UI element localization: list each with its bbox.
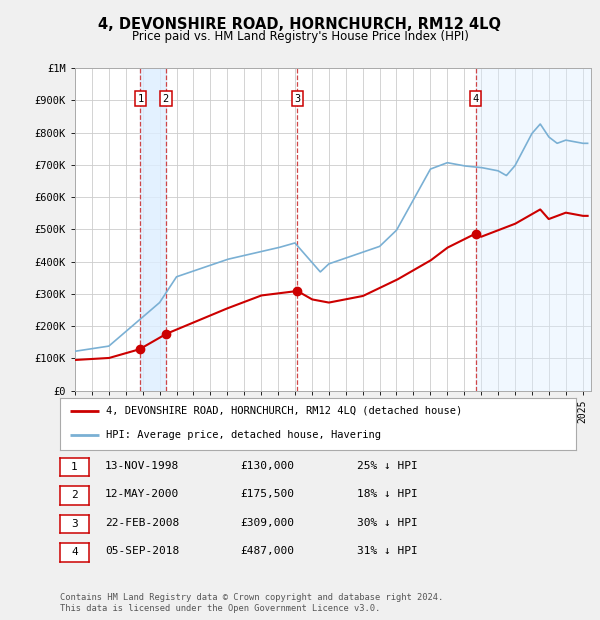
Text: 12-MAY-2000: 12-MAY-2000: [105, 489, 179, 499]
Text: 2: 2: [163, 94, 169, 104]
Text: £130,000: £130,000: [240, 461, 294, 471]
Text: 22-FEB-2008: 22-FEB-2008: [105, 518, 179, 528]
Text: £487,000: £487,000: [240, 546, 294, 556]
Text: HPI: Average price, detached house, Havering: HPI: Average price, detached house, Have…: [106, 430, 382, 440]
Text: 1: 1: [137, 94, 143, 104]
Text: Price paid vs. HM Land Registry's House Price Index (HPI): Price paid vs. HM Land Registry's House …: [131, 30, 469, 43]
Text: 4: 4: [472, 94, 479, 104]
Text: 13-NOV-1998: 13-NOV-1998: [105, 461, 179, 471]
Text: 4, DEVONSHIRE ROAD, HORNCHURCH, RM12 4LQ: 4, DEVONSHIRE ROAD, HORNCHURCH, RM12 4LQ: [98, 17, 502, 32]
Bar: [476, 68, 591, 391]
Text: 3: 3: [71, 519, 78, 529]
Text: 2: 2: [71, 490, 78, 500]
Text: 1: 1: [71, 462, 78, 472]
Bar: [140, 68, 166, 391]
Text: 4: 4: [71, 547, 78, 557]
Text: £309,000: £309,000: [240, 518, 294, 528]
Text: 31% ↓ HPI: 31% ↓ HPI: [357, 546, 418, 556]
Text: 18% ↓ HPI: 18% ↓ HPI: [357, 489, 418, 499]
Text: 05-SEP-2018: 05-SEP-2018: [105, 546, 179, 556]
Text: 4, DEVONSHIRE ROAD, HORNCHURCH, RM12 4LQ (detached house): 4, DEVONSHIRE ROAD, HORNCHURCH, RM12 4LQ…: [106, 406, 463, 416]
Text: £175,500: £175,500: [240, 489, 294, 499]
Text: 3: 3: [294, 94, 301, 104]
Text: 30% ↓ HPI: 30% ↓ HPI: [357, 518, 418, 528]
Text: 25% ↓ HPI: 25% ↓ HPI: [357, 461, 418, 471]
Text: Contains HM Land Registry data © Crown copyright and database right 2024.
This d: Contains HM Land Registry data © Crown c…: [60, 593, 443, 613]
